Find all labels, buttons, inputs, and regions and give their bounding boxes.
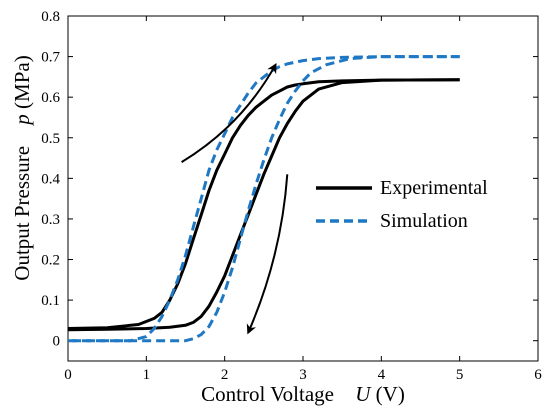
y-tick-label: 0.8 [41, 9, 60, 25]
y-tick-label: 0.5 [41, 131, 60, 147]
x-axis-label-symbol: U [355, 382, 372, 406]
y-tick-label: 0.7 [41, 50, 60, 66]
x-tick-label: 2 [221, 367, 229, 383]
y-tick-label: 0.4 [41, 171, 60, 187]
x-tick-label: 3 [299, 367, 307, 383]
annotation-layer [181, 62, 289, 335]
y-tick-label: 0 [53, 334, 61, 350]
x-tick-label: 4 [378, 367, 386, 383]
legend-label-simulation: Simulation [380, 210, 468, 232]
legend: Experimental Simulation [316, 177, 488, 232]
x-tick-label: 1 [143, 367, 151, 383]
series-line-simulation-falling [68, 55, 460, 343]
x-axis-ticks: 0 1 2 3 4 5 6 [64, 16, 542, 383]
y-tick-label: 0.2 [41, 253, 60, 269]
y-tick-label: 0.1 [41, 293, 60, 309]
x-axis-label: Control Voltage U (V) [201, 382, 405, 406]
y-tick-label: 0.3 [41, 212, 60, 228]
y-axis-label-unit: (MPa) [10, 55, 34, 109]
y-axis-label-symbol: p [10, 114, 34, 127]
series-line-experimental-falling [67, 78, 460, 332]
direction-arrow [246, 174, 289, 335]
x-axis-label-text: Control Voltage [201, 382, 334, 406]
direction-arrow [181, 62, 277, 163]
y-axis-label-text: Output Pressure [10, 146, 34, 281]
series-line-simulation-rising [68, 55, 460, 343]
y-axis-ticks: 0 0.1 0.2 0.3 0.4 0.5 0.6 0.7 0.8 [41, 9, 538, 350]
x-tick-label: 6 [534, 367, 542, 383]
x-tick-label: 5 [456, 367, 464, 383]
x-axis-label-unit: (V) [376, 382, 405, 406]
y-axis-label: Output Pressure p (MPa) [10, 55, 34, 280]
x-tick-label: 0 [64, 367, 72, 383]
series-layer [67, 55, 460, 343]
legend-label-experimental: Experimental [380, 177, 488, 199]
y-tick-label: 0.6 [41, 90, 60, 106]
